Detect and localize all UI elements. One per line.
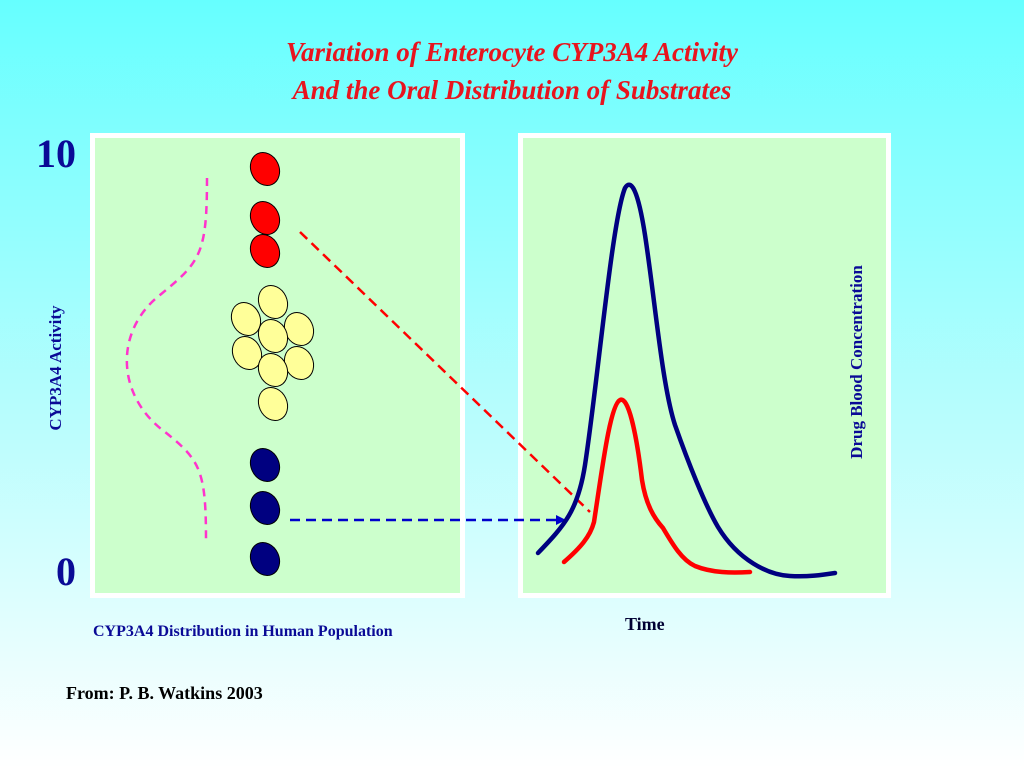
- red-connector: [299, 231, 591, 513]
- low-activity-group: [249, 447, 281, 577]
- individual-dot: [249, 447, 281, 483]
- high-activity-group: [249, 151, 281, 269]
- y-axis-max-label: 10: [36, 131, 76, 176]
- individual-dot: [249, 490, 281, 526]
- y-axis-min-label: 0: [56, 549, 76, 594]
- individual-dot: [257, 352, 289, 388]
- individual-dot: [249, 233, 281, 269]
- distribution-curve: [125, 177, 209, 541]
- high-activity-curve: [561, 397, 753, 575]
- individual-dot: [231, 335, 263, 371]
- source-citation: From: P. B. Watkins 2003: [66, 683, 263, 703]
- population-caption: CYP3A4 Distribution in Human Population: [93, 623, 393, 640]
- slide-title: Variation of Enterocyte CYP3A4 Activity …: [0, 33, 1024, 109]
- intermediate-activity-group: [230, 284, 315, 422]
- individual-dot: [230, 301, 262, 337]
- pharmacokinetic-panel: [518, 133, 891, 598]
- low-activity-curve: [535, 182, 838, 579]
- individual-dot: [249, 200, 281, 236]
- individual-dot: [249, 541, 281, 577]
- title-line-1: Variation of Enterocyte CYP3A4 Activity: [286, 37, 738, 67]
- individual-dot: [249, 151, 281, 187]
- individual-dot: [257, 318, 289, 354]
- title-line-2: And the Oral Distribution of Substrates: [292, 75, 732, 105]
- individual-dot: [257, 284, 289, 320]
- individual-dot: [257, 386, 289, 422]
- time-axis-label: Time: [625, 614, 665, 634]
- blue-connector-arrowhead: [556, 515, 566, 525]
